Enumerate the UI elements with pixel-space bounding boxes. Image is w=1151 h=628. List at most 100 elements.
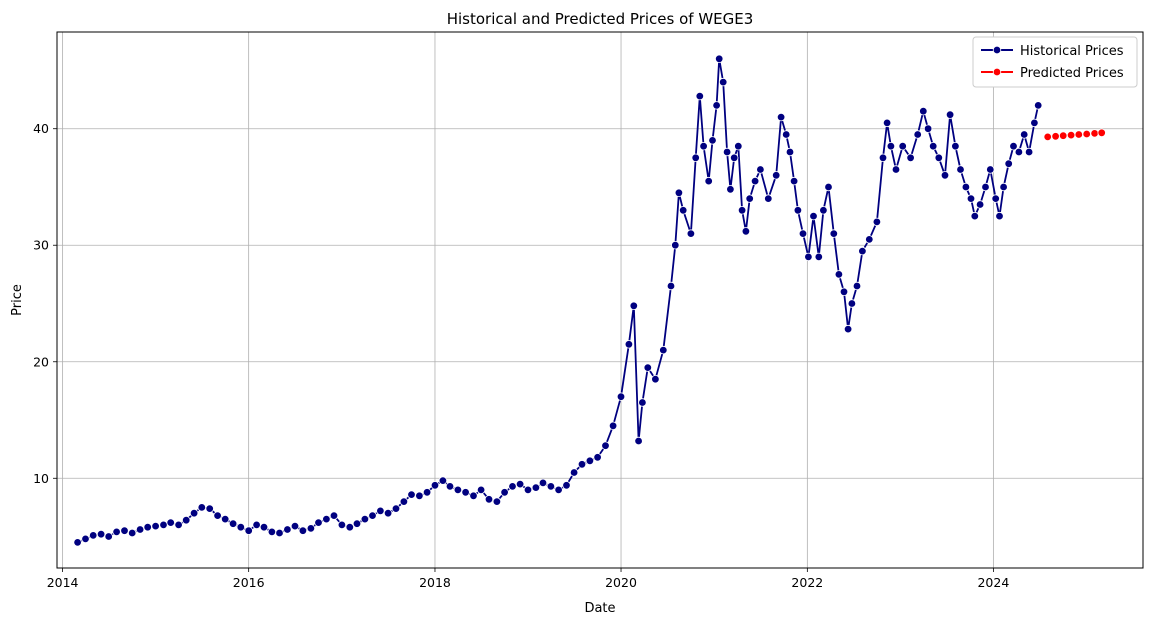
historical-price-point xyxy=(793,206,803,215)
historical-price-point xyxy=(852,281,862,291)
historical-price-point xyxy=(991,194,1000,203)
historical-price-point xyxy=(1004,159,1013,168)
historical-price-point xyxy=(913,130,922,139)
historical-price-point xyxy=(999,182,1008,192)
historical-price-point xyxy=(975,200,985,209)
historical-price-point xyxy=(415,491,424,500)
historical-price-point xyxy=(730,153,739,162)
historical-price-point xyxy=(671,240,680,250)
historical-price-point xyxy=(322,514,331,524)
historical-price-point xyxy=(882,118,892,128)
historical-price-point xyxy=(337,520,347,530)
historical-price-point xyxy=(376,506,385,516)
historical-price-point xyxy=(484,495,494,504)
historical-price-point xyxy=(798,229,808,238)
historical-price-point xyxy=(981,182,990,192)
historical-price-point xyxy=(737,206,747,215)
x-tick-label: 2022 xyxy=(791,575,823,590)
historical-price-point xyxy=(809,211,818,221)
predicted-price-point xyxy=(1058,131,1068,140)
historical-price-point xyxy=(391,504,401,513)
historical-price-point xyxy=(891,165,901,174)
historical-price-point xyxy=(562,481,571,490)
legend-marker-predicted xyxy=(992,67,1002,77)
tick-layer: 2014 2016 2018 2020 2022 2024 10 20 30 40 xyxy=(33,121,1009,590)
historical-price-point xyxy=(961,182,971,192)
historical-price-point xyxy=(699,141,708,151)
historical-price-point xyxy=(329,511,339,520)
x-tick-label: 2014 xyxy=(47,575,79,590)
historical-price-point xyxy=(719,77,728,87)
historical-price-point xyxy=(776,112,786,122)
x-tick-label: 2020 xyxy=(605,575,637,590)
historical-price-point xyxy=(197,503,206,512)
historical-price-point xyxy=(275,528,284,538)
historical-price-point xyxy=(679,206,688,215)
historical-price-point xyxy=(666,281,676,291)
historical-price-point xyxy=(995,211,1004,221)
historical-price-point xyxy=(608,421,618,430)
historical-price-point xyxy=(638,398,647,407)
historical-price-point xyxy=(213,511,222,520)
historical-price-point xyxy=(1014,147,1024,157)
historical-price-point xyxy=(96,530,106,539)
historical-price-point xyxy=(704,176,713,186)
historical-price-point xyxy=(445,482,455,491)
historical-price-point xyxy=(1009,141,1018,151)
historical-price-point xyxy=(764,194,773,203)
historical-price-point xyxy=(531,483,541,492)
historical-price-point xyxy=(691,153,700,162)
historical-price-point xyxy=(722,147,732,157)
plot-frame xyxy=(56,31,1144,569)
historical-price-point xyxy=(1033,101,1043,110)
historical-price-point xyxy=(422,488,432,497)
historical-price-point xyxy=(112,527,121,537)
historical-price-point xyxy=(970,211,979,221)
predicted-price-point xyxy=(1090,129,1099,138)
historical-price-point xyxy=(88,531,98,540)
y-tick-label: 40 xyxy=(33,121,49,136)
x-tick-label: 2018 xyxy=(419,575,451,590)
y-axis-label: Price xyxy=(10,284,25,316)
historical-price-point xyxy=(453,485,463,495)
historical-price-point xyxy=(659,345,668,355)
historical-price-point xyxy=(352,519,362,528)
historical-price-point xyxy=(934,153,943,162)
historical-price-point xyxy=(712,101,721,110)
historical-price-point xyxy=(220,514,230,524)
predicted-price-point xyxy=(1066,130,1076,140)
historical-price-point xyxy=(956,165,965,174)
historical-price-point xyxy=(906,153,915,162)
historical-price-point xyxy=(919,106,928,116)
historical-price-point xyxy=(120,526,129,535)
historical-price-point xyxy=(430,481,440,490)
historical-price-point xyxy=(674,188,684,197)
predicted-price-point xyxy=(1074,130,1083,139)
historical-price-point xyxy=(407,490,416,499)
legend-label-predicted: Predicted Prices xyxy=(1020,66,1124,81)
historical-price-point xyxy=(314,518,323,527)
x-tick-label: 2024 xyxy=(977,575,1009,590)
historical-price-point xyxy=(834,270,844,279)
historical-price-point xyxy=(966,194,976,203)
historical-price-point xyxy=(843,324,853,334)
historical-price-point xyxy=(929,141,938,151)
historical-price-point xyxy=(951,141,960,151)
historical-price-point xyxy=(789,176,799,186)
predicted-price-point xyxy=(1082,129,1091,139)
historical-price-point xyxy=(259,523,269,532)
legend-marker-historical xyxy=(992,45,1002,55)
historical-price-point xyxy=(508,482,517,491)
legend: Historical Prices Predicted Prices xyxy=(972,36,1138,88)
y-tick-label: 20 xyxy=(33,354,49,369)
historical-price-point xyxy=(368,511,377,520)
historical-price-point xyxy=(515,479,525,489)
historical-price-point xyxy=(651,375,660,384)
historical-price-point xyxy=(601,441,610,450)
historical-price-point xyxy=(886,141,896,151)
historical-price-point xyxy=(73,538,82,547)
grid-lines xyxy=(57,32,1143,568)
historical-price-point xyxy=(135,525,145,534)
